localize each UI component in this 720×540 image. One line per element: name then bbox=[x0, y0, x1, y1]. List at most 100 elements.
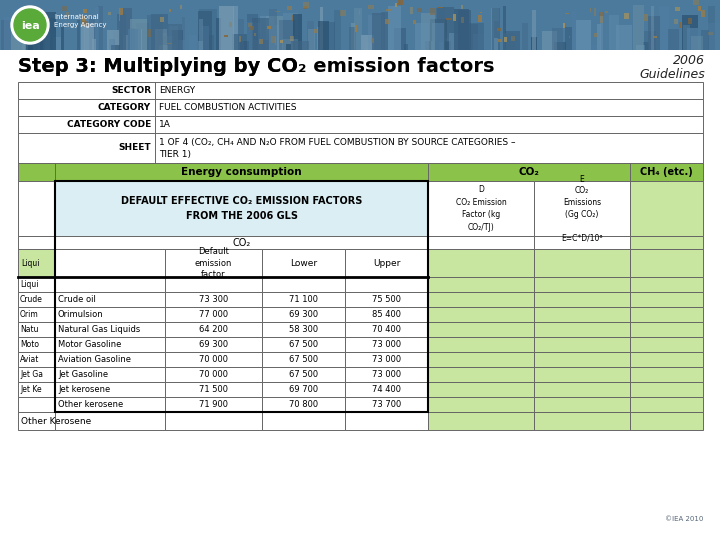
Bar bbox=[307, 21, 314, 50]
Bar bbox=[165, 277, 262, 292]
Bar bbox=[262, 382, 345, 397]
Text: Crude oil: Crude oil bbox=[58, 295, 96, 304]
Text: CATEGORY CODE: CATEGORY CODE bbox=[67, 120, 151, 129]
Text: iea: iea bbox=[21, 21, 40, 31]
Bar bbox=[176, 40, 185, 50]
Bar bbox=[165, 322, 262, 337]
Bar bbox=[168, 26, 178, 50]
Bar bbox=[262, 249, 345, 277]
Bar bbox=[534, 277, 630, 292]
Bar bbox=[232, 34, 248, 50]
Bar bbox=[345, 292, 428, 307]
Text: Orim: Orim bbox=[20, 310, 39, 319]
Bar bbox=[18, 99, 703, 116]
Text: CO₂: CO₂ bbox=[518, 167, 539, 177]
Bar bbox=[443, 43, 451, 50]
Bar bbox=[262, 412, 345, 430]
Bar bbox=[168, 9, 171, 11]
Bar bbox=[40, 12, 56, 50]
Bar bbox=[112, 31, 117, 50]
Text: Jet Gasoline: Jet Gasoline bbox=[58, 370, 108, 379]
Bar bbox=[461, 17, 464, 23]
Bar bbox=[163, 33, 166, 50]
Bar bbox=[345, 382, 428, 397]
Bar bbox=[55, 397, 165, 412]
Bar bbox=[283, 19, 295, 50]
Bar bbox=[644, 31, 657, 50]
Bar bbox=[492, 8, 500, 50]
Text: Aviation Gasoline: Aviation Gasoline bbox=[58, 355, 131, 364]
Bar bbox=[262, 292, 345, 307]
Text: Jet kerosene: Jet kerosene bbox=[58, 385, 110, 394]
Bar bbox=[18, 277, 55, 292]
Bar bbox=[361, 35, 374, 50]
Bar bbox=[534, 337, 630, 352]
Bar bbox=[250, 25, 254, 30]
Bar bbox=[534, 307, 630, 322]
Bar bbox=[345, 277, 428, 292]
Bar bbox=[165, 307, 262, 322]
Text: 67 500: 67 500 bbox=[289, 370, 318, 379]
Bar bbox=[395, 3, 397, 7]
Bar bbox=[165, 292, 262, 307]
Text: 71 100: 71 100 bbox=[289, 295, 318, 304]
Bar bbox=[636, 45, 644, 50]
Text: Energy consumption: Energy consumption bbox=[181, 167, 302, 177]
Bar bbox=[262, 322, 345, 337]
Bar bbox=[240, 41, 248, 50]
Bar bbox=[667, 30, 679, 50]
Bar bbox=[428, 277, 534, 292]
Bar bbox=[572, 11, 576, 50]
Bar bbox=[11, 25, 28, 50]
Bar bbox=[683, 15, 698, 50]
Text: Step 3: Multiplying by CO: Step 3: Multiplying by CO bbox=[18, 57, 298, 77]
Bar bbox=[630, 352, 703, 367]
Bar bbox=[708, 6, 716, 50]
Bar bbox=[454, 9, 469, 50]
Bar bbox=[292, 15, 294, 21]
Bar bbox=[674, 19, 678, 24]
Text: Step 3: Multiplying by CO₂ emission factors: Step 3: Multiplying by CO₂ emission fact… bbox=[18, 57, 495, 77]
Bar bbox=[534, 352, 630, 367]
Text: Other kerosene: Other kerosene bbox=[58, 400, 123, 409]
Bar bbox=[630, 249, 703, 277]
Bar bbox=[433, 38, 449, 50]
Bar bbox=[598, 12, 604, 16]
Bar bbox=[369, 5, 374, 9]
Bar bbox=[490, 8, 500, 50]
Bar bbox=[55, 181, 428, 236]
Bar bbox=[292, 40, 309, 50]
Bar bbox=[436, 8, 445, 50]
Bar bbox=[303, 5, 307, 9]
Text: TIER 1): TIER 1) bbox=[159, 150, 191, 159]
Bar bbox=[428, 292, 534, 307]
Bar bbox=[576, 20, 591, 50]
Bar bbox=[55, 277, 165, 292]
Bar bbox=[303, 2, 309, 8]
Bar bbox=[428, 236, 534, 249]
Bar bbox=[29, 17, 45, 50]
Bar bbox=[323, 22, 335, 50]
Text: Liqui: Liqui bbox=[21, 259, 40, 267]
Bar bbox=[417, 8, 423, 12]
Bar bbox=[606, 11, 608, 13]
Bar bbox=[503, 33, 515, 50]
Bar bbox=[159, 36, 173, 50]
Bar bbox=[688, 18, 693, 24]
Bar bbox=[701, 10, 706, 17]
Bar bbox=[131, 28, 135, 50]
Bar bbox=[253, 23, 261, 50]
Bar bbox=[446, 18, 452, 20]
Bar bbox=[55, 367, 165, 382]
Bar bbox=[123, 35, 128, 50]
Bar bbox=[165, 367, 262, 382]
Bar bbox=[268, 25, 279, 50]
Text: International
Energy Agency: International Energy Agency bbox=[54, 14, 107, 28]
Bar bbox=[428, 352, 534, 367]
Bar bbox=[428, 181, 534, 236]
Bar bbox=[534, 249, 630, 277]
Bar bbox=[198, 36, 215, 50]
Bar bbox=[497, 28, 500, 31]
Bar bbox=[675, 7, 680, 11]
Bar bbox=[708, 31, 713, 35]
